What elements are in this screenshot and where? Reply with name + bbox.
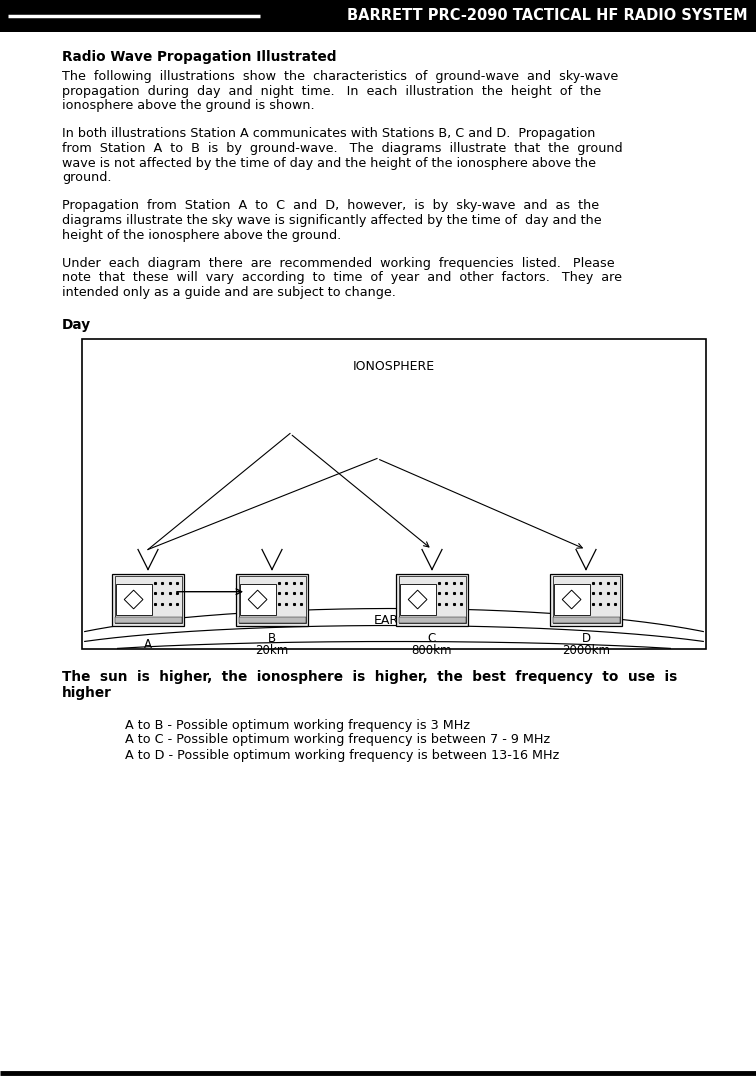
Bar — [550, 574, 622, 626]
Text: propagation  during  day  and  night  time.   In  each  illustration  the  heigh: propagation during day and night time. I… — [62, 84, 601, 97]
Text: height of the ionosphere above the ground.: height of the ionosphere above the groun… — [62, 229, 341, 242]
Text: B: B — [268, 631, 276, 644]
Text: from  Station  A  to  B  is  by  ground-wave.   The  diagrams  illustrate  that : from Station A to B is by ground-wave. T… — [62, 142, 623, 155]
Text: diagrams illustrate the sky wave is significantly affected by the time of  day a: diagrams illustrate the sky wave is sign… — [62, 214, 602, 227]
Bar — [114, 576, 181, 623]
Text: A to C - Possible optimum working frequency is between 7 - 9 MHz: A to C - Possible optimum working freque… — [125, 733, 550, 746]
Text: Under  each  diagram  there  are  recommended  working  frequencies  listed.   P: Under each diagram there are recommended… — [62, 257, 615, 270]
Text: 20km: 20km — [256, 644, 289, 657]
Bar — [240, 584, 276, 615]
Bar — [398, 616, 466, 623]
Bar — [236, 574, 308, 626]
Text: 2000km: 2000km — [562, 644, 610, 657]
Text: The  following  illustrations  show  the  characteristics  of  ground-wave  and : The following illustrations show the cha… — [62, 70, 618, 83]
Text: A to B - Possible optimum working frequency is 3 MHz: A to B - Possible optimum working freque… — [125, 718, 470, 731]
Text: In both illustrations Station A communicates with Stations B, C and D.  Propagat: In both illustrations Station A communic… — [62, 128, 596, 141]
Text: higher: higher — [62, 687, 112, 701]
Bar — [400, 584, 435, 615]
Bar — [82, 339, 706, 649]
Bar — [116, 584, 152, 615]
Text: A to D - Possible optimum working frequency is between 13-16 MHz: A to D - Possible optimum working freque… — [125, 748, 559, 761]
Bar — [112, 574, 184, 626]
Bar — [238, 576, 305, 623]
Text: note  that  these  will  vary  according  to  time  of  year  and  other  factor: note that these will vary according to t… — [62, 272, 622, 285]
Text: intended only as a guide and are subject to change.: intended only as a guide and are subject… — [62, 286, 396, 299]
Text: The  sun  is  higher,  the  ionosphere  is  higher,  the  best  frequency  to  u: The sun is higher, the ionosphere is hig… — [62, 670, 677, 684]
Bar — [398, 576, 466, 623]
Bar — [553, 584, 590, 615]
Text: IONOSPHERE: IONOSPHERE — [353, 360, 435, 373]
Text: ionosphere above the ground is shown.: ionosphere above the ground is shown. — [62, 99, 314, 112]
Text: BARRETT PRC-2090 TACTICAL HF RADIO SYSTEM: BARRETT PRC-2090 TACTICAL HF RADIO SYSTE… — [347, 9, 748, 24]
Bar — [114, 616, 181, 623]
Text: A: A — [144, 638, 152, 651]
Text: Propagation  from  Station  A  to  C  and  D,  however,  is  by  sky-wave  and  : Propagation from Station A to C and D, h… — [62, 199, 599, 212]
Text: 800km: 800km — [412, 644, 452, 657]
Text: EARTH: EARTH — [373, 614, 415, 627]
Text: C: C — [428, 631, 436, 644]
Bar — [396, 574, 468, 626]
Bar — [0, 0, 756, 32]
Text: ground.: ground. — [62, 171, 111, 184]
Bar — [238, 616, 305, 623]
Text: Radio Wave Propagation Illustrated: Radio Wave Propagation Illustrated — [62, 50, 336, 64]
Text: wave is not affected by the time of day and the height of the ionosphere above t: wave is not affected by the time of day … — [62, 157, 596, 170]
Bar — [553, 576, 619, 623]
Bar — [553, 616, 619, 623]
Text: D: D — [581, 631, 590, 644]
Text: Day: Day — [62, 318, 91, 332]
